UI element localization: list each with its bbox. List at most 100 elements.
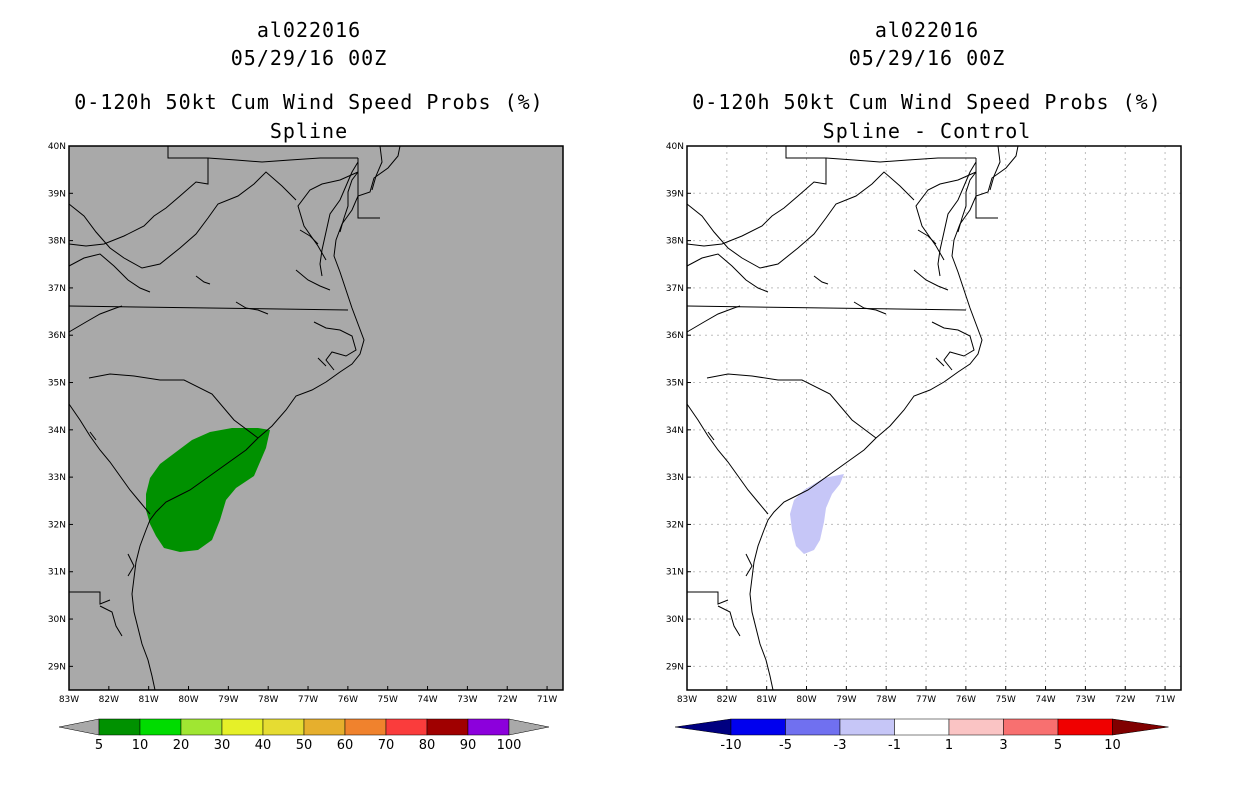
lon-tick-label: 79W bbox=[218, 695, 238, 705]
lat-tick-label: 32N bbox=[48, 520, 66, 530]
left-map-panel: al022016 05/29/16 00Z 0-120h 50kt Cum Wi… bbox=[48, 18, 564, 753]
boundary-line bbox=[167, 146, 358, 163]
lat-tick-label: 40N bbox=[666, 142, 684, 152]
lat-tick-label: 29N bbox=[48, 662, 66, 672]
lon-tick-label: 71W bbox=[1155, 695, 1175, 705]
colorbar-swatch bbox=[180, 718, 223, 736]
colorbar-label: -3 bbox=[834, 738, 847, 753]
product-title: 0-120h 50kt Cum Wind Speed Probs (%) bbox=[692, 90, 1162, 114]
boundary-line bbox=[686, 305, 967, 311]
colorbar-swatch bbox=[303, 718, 346, 736]
boundary-line bbox=[931, 321, 975, 371]
colorbar-swatch bbox=[785, 718, 841, 736]
colorbar-swatch bbox=[1057, 718, 1113, 736]
colorbar-high-arrow bbox=[1112, 718, 1169, 736]
boundary-line bbox=[989, 145, 1001, 191]
colorbar-label: 5 bbox=[1054, 738, 1062, 753]
boundary-line bbox=[68, 158, 209, 247]
boundary-line bbox=[68, 171, 297, 269]
colorbar-swatch bbox=[467, 718, 510, 736]
probability-area bbox=[146, 428, 270, 552]
lon-tick-label: 74W bbox=[417, 695, 437, 705]
colorbar-low-arrow bbox=[674, 718, 732, 736]
map-background bbox=[69, 146, 563, 690]
boundary-line bbox=[235, 301, 269, 315]
boundary-line bbox=[68, 253, 151, 293]
boundary-line bbox=[88, 373, 259, 439]
boundary-line bbox=[89, 431, 97, 441]
colorbar-label: 3 bbox=[999, 738, 1007, 753]
colorbar-label: 1 bbox=[945, 738, 953, 753]
boundary-line bbox=[915, 171, 977, 261]
lon-tick-label: 78W bbox=[876, 695, 896, 705]
boundary-line bbox=[937, 161, 977, 277]
lat-tick-label: 38N bbox=[48, 237, 66, 247]
boundary-line bbox=[68, 305, 349, 311]
boundary-line bbox=[357, 158, 380, 219]
colorbar-swatch bbox=[262, 718, 305, 736]
lon-tick-label: 75W bbox=[378, 695, 398, 705]
coastlines-and-borders bbox=[686, 145, 1019, 691]
colorbar-low-arrow bbox=[58, 718, 100, 736]
colorbar-swatch bbox=[221, 718, 264, 736]
colorbar-label: 20 bbox=[173, 738, 190, 753]
right-map-figure: 40N 39N 38N 37N 36N 35N 34N 33N 32N 31N 30N 29N 83W 8… bbox=[666, 142, 1182, 753]
difference-area bbox=[790, 474, 844, 554]
map-frame bbox=[686, 145, 1182, 691]
boundary-line bbox=[68, 403, 151, 515]
lat-tick-label: 33N bbox=[666, 473, 684, 483]
colorbar-label: -5 bbox=[779, 738, 792, 753]
lat-tick-label: 30N bbox=[48, 615, 66, 625]
colorbar-swatch bbox=[948, 718, 1004, 736]
boundary-line bbox=[686, 403, 769, 515]
boundary-line bbox=[68, 305, 123, 333]
lon-tick-label: 77W bbox=[916, 695, 936, 705]
colorbar-label: 50 bbox=[296, 738, 313, 753]
colorbar-label: 40 bbox=[255, 738, 272, 753]
colorbar: -10 -5 -3 -1 1 3 5 10 bbox=[674, 718, 1169, 753]
storm-id-title: al022016 bbox=[256, 18, 362, 42]
colorbar-high-arrow bbox=[508, 718, 550, 736]
colorbar-swatch bbox=[385, 718, 428, 736]
lat-tick-label: 39N bbox=[48, 189, 66, 199]
boundary-line bbox=[313, 321, 357, 371]
colorbar-label: 10 bbox=[1104, 738, 1121, 753]
colorbar-label: -10 bbox=[720, 738, 741, 753]
lon-tick-label: 73W bbox=[1075, 695, 1095, 705]
left-map-figure: 40N 39N 38N 37N 36N 35N 34N 33N 32N 31N 30N 29N 83W 8… bbox=[48, 142, 564, 753]
lon-tick-label: 72W bbox=[497, 695, 517, 705]
coastlines-and-borders bbox=[68, 145, 401, 691]
boundary-line bbox=[69, 591, 111, 605]
boundary-line bbox=[913, 269, 949, 291]
boundary-line bbox=[745, 553, 753, 577]
boundary-line bbox=[686, 158, 827, 247]
boundary-line bbox=[297, 171, 359, 261]
colorbar-label: 90 bbox=[460, 738, 477, 753]
lon-tick-label: 81W bbox=[756, 695, 776, 705]
map-background bbox=[687, 146, 1181, 690]
subtitle: Spline - Control bbox=[822, 119, 1032, 143]
lon-tick-label: 77W bbox=[298, 695, 318, 705]
lat-tick-label: 35N bbox=[48, 379, 66, 389]
subtitle: Spline bbox=[269, 119, 349, 143]
boundary-line bbox=[706, 373, 877, 439]
colorbar-swatch bbox=[139, 718, 182, 736]
datetime-title: 05/29/16 00Z bbox=[848, 46, 1006, 70]
lat-tick-label: 34N bbox=[666, 426, 684, 436]
boundary-line bbox=[339, 171, 359, 233]
gridlines bbox=[686, 145, 1181, 690]
lon-tick-label: 83W bbox=[59, 695, 79, 705]
boundary-line bbox=[99, 605, 123, 637]
boundary-line bbox=[299, 229, 319, 245]
datetime-title: 05/29/16 00Z bbox=[230, 46, 388, 70]
boundary-line bbox=[686, 253, 769, 293]
colorbar: 5 10 20 30 40 50 60 70 80 90 100 bbox=[58, 718, 550, 753]
lat-tick-label: 29N bbox=[666, 662, 684, 672]
colorbar-swatch bbox=[98, 718, 141, 736]
lat-tick-label: 31N bbox=[666, 568, 684, 578]
colorbar-swatch bbox=[344, 718, 387, 736]
lat-tick-label: 39N bbox=[666, 189, 684, 199]
boundary-line bbox=[371, 145, 383, 191]
colorbar-label: 100 bbox=[497, 738, 522, 753]
boundary-line bbox=[813, 275, 829, 285]
